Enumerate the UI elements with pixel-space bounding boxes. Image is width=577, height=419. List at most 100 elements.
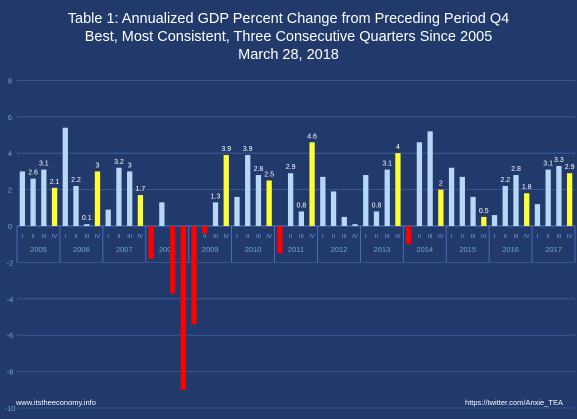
quarter-label: III: [41, 234, 46, 240]
year-label: 2017: [545, 245, 562, 254]
bar: [62, 127, 68, 226]
y-tick-label: 6: [8, 113, 12, 122]
bar: [277, 226, 283, 254]
year-label: 2010: [245, 245, 262, 254]
bar: [159, 202, 165, 226]
bar: [148, 226, 154, 259]
data-label: 1.3: [211, 193, 221, 200]
year-label: 2005: [30, 245, 47, 254]
year-label: 2015: [459, 245, 476, 254]
data-label: 3.1: [543, 161, 553, 168]
y-tick-label: -8: [7, 368, 14, 377]
year-label: 2008: [159, 245, 176, 254]
quarter-label: II: [117, 234, 121, 240]
quarter-label: IV: [52, 234, 58, 240]
chart-title: Table 1: Annualized GDP Percent Change f…: [67, 11, 510, 27]
chart-subtitle: Best, Most Consistent, Three Consecutive…: [84, 29, 493, 45]
quarter-label: III: [428, 234, 433, 240]
quarter-label: II: [547, 234, 551, 240]
data-label: 2.6: [28, 170, 38, 177]
bar: [105, 209, 111, 226]
bar: [481, 216, 487, 226]
quarter-label: II: [332, 234, 336, 240]
quarter-label: II: [504, 234, 508, 240]
bar: [427, 131, 433, 226]
data-label: 0.8: [372, 202, 382, 209]
year-label: 2014: [416, 245, 433, 254]
bar: [341, 216, 347, 226]
data-label: 2.1: [50, 179, 60, 186]
bar: [51, 187, 58, 226]
y-tick-label: -4: [7, 295, 14, 304]
data-label: 2.2: [500, 177, 510, 184]
bar: [84, 224, 90, 226]
quarter-label: IV: [224, 234, 230, 240]
bar: [287, 173, 294, 226]
quarter-label: IV: [395, 234, 401, 240]
bar: [169, 226, 176, 294]
quarter-label: IV: [567, 234, 573, 240]
bar: [566, 173, 573, 226]
data-label: 3: [128, 162, 132, 169]
quarter-label: II: [203, 234, 207, 240]
quarter-label: I: [322, 234, 324, 240]
bar: [234, 196, 240, 226]
bar: [459, 176, 465, 226]
data-label: 3: [96, 162, 100, 169]
quarter-label: I: [451, 234, 453, 240]
bar: [320, 176, 326, 226]
quarter-label: I: [107, 234, 109, 240]
quarter-label: III: [299, 234, 304, 240]
quarter-label: III: [385, 234, 390, 240]
data-label: 3.9: [243, 146, 253, 153]
data-label: 3.1: [382, 161, 392, 168]
bar: [245, 155, 251, 226]
bar: [298, 211, 305, 226]
year-label: 2012: [331, 245, 348, 254]
quarter-label: III: [556, 234, 561, 240]
quarter-label: II: [246, 234, 250, 240]
quarter-label: III: [514, 234, 519, 240]
quarter-label: II: [375, 234, 379, 240]
quarter-label: IV: [138, 234, 144, 240]
year-label: 2006: [73, 245, 90, 254]
bar: [180, 226, 186, 390]
bar: [470, 196, 476, 226]
quarter-label: II: [31, 234, 35, 240]
data-label: 2.9: [286, 164, 296, 171]
y-tick-label: -2: [7, 258, 14, 267]
bar: [438, 189, 444, 226]
bar: [556, 165, 562, 226]
quarter-label: IV: [352, 234, 358, 240]
quarter-label: II: [289, 234, 293, 240]
bar: [94, 171, 101, 226]
y-tick-label: 0: [8, 222, 12, 231]
year-label: 2011: [288, 245, 304, 254]
data-label: 1.8: [522, 184, 532, 191]
bar: [534, 204, 541, 226]
data-label: 2.9: [565, 164, 575, 171]
footer-twitter: https://twitter.com/Anxie_TEA: [465, 398, 563, 407]
data-label: 3.3: [554, 157, 564, 164]
quarter-label: I: [494, 234, 496, 240]
footer-website: www.itstheeconomy.info: [16, 398, 96, 407]
y-tick-label: -6: [7, 331, 14, 340]
bar: [309, 142, 315, 226]
data-label: 0.8: [296, 202, 306, 209]
data-label: 0.1: [82, 215, 92, 222]
bar: [255, 175, 262, 226]
quarter-label: IV: [309, 234, 315, 240]
data-label: 2.5: [264, 172, 274, 179]
quarter-label: I: [64, 234, 66, 240]
bar: [448, 167, 455, 226]
chart-date: March 28, 2018: [238, 47, 339, 63]
bar: [127, 171, 133, 226]
y-tick-label: 8: [8, 76, 12, 85]
quarter-label: IV: [266, 234, 272, 240]
bar: [502, 185, 508, 226]
bar: [30, 178, 36, 226]
quarter-label: I: [22, 234, 24, 240]
bar: [41, 169, 47, 226]
quarter-label: III: [256, 234, 261, 240]
data-label: 0.5: [479, 208, 489, 215]
